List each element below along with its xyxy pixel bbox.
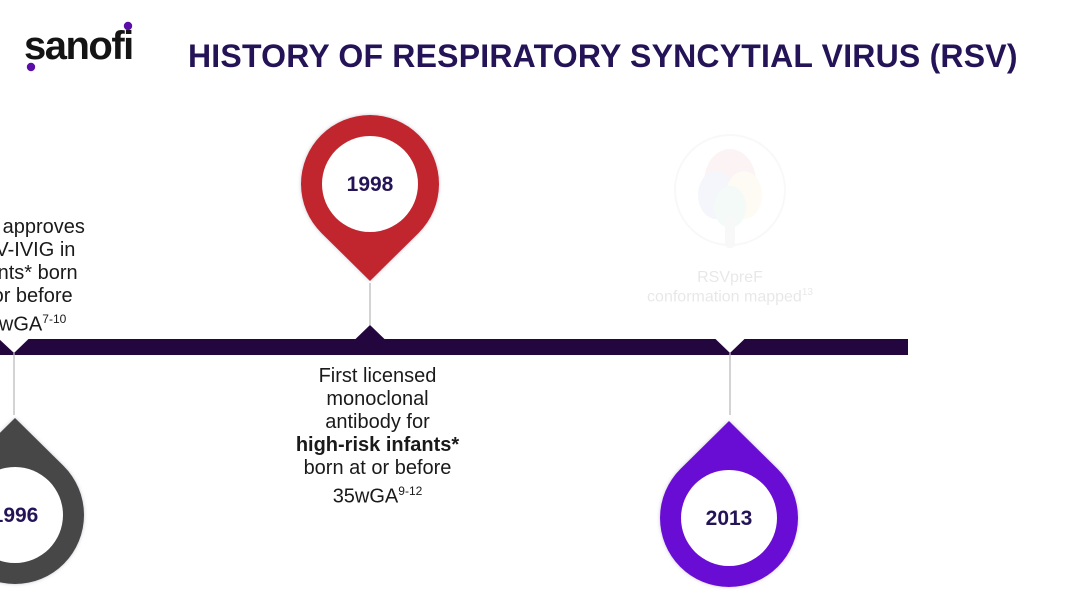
svg-text:1998: 1998 [347, 173, 394, 196]
svg-text:1996: 1996 [0, 504, 38, 527]
svg-text:2013: 2013 [706, 507, 753, 530]
